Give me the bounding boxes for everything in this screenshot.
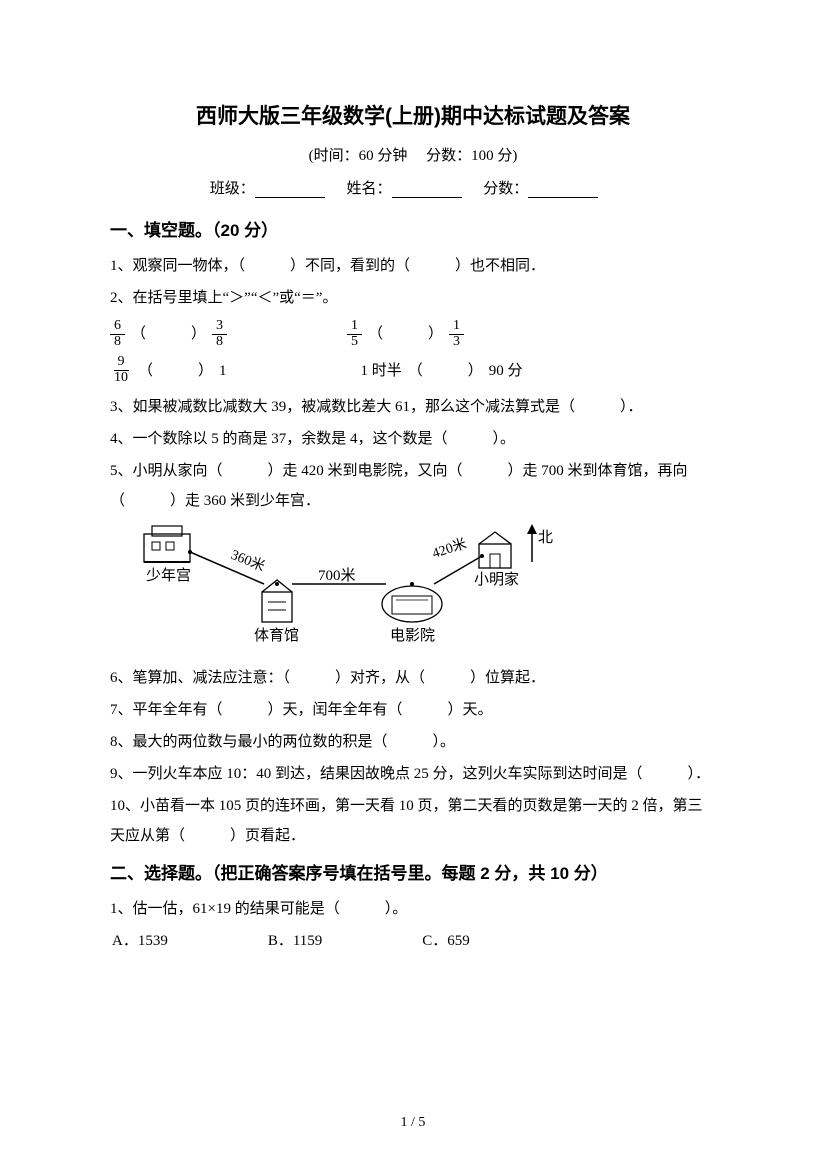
q2-frac3: 910 （ ） 1 bbox=[110, 355, 227, 385]
compare-blank: （ ） bbox=[138, 362, 213, 380]
frac-den: 8 bbox=[110, 335, 125, 350]
q2-frac4: 1 时半 （ ） 90 分 bbox=[361, 362, 523, 380]
q2-row2: 910 （ ） 1 1 时半 （ ） 90 分 bbox=[110, 355, 716, 385]
frac-3-8: 38 bbox=[212, 319, 227, 349]
frac-den: 10 bbox=[110, 371, 132, 386]
s2-q1-choices: A．1539 B．1159 C．659 bbox=[112, 926, 716, 956]
label-90min: 90 分 bbox=[489, 362, 523, 380]
label-north: 北 bbox=[538, 529, 553, 546]
north-arrow-icon bbox=[527, 524, 537, 562]
q2-intro: 2、在括号里填上“＞”“＜”或“＝”。 bbox=[110, 283, 716, 313]
q6: 6、笔算加、减法应注意：（ ）对齐，从（ ）位算起． bbox=[110, 663, 716, 693]
frac-1-5: 15 bbox=[347, 319, 362, 349]
frac-num: 1 bbox=[347, 319, 362, 335]
frac-6-8: 68 bbox=[110, 319, 125, 349]
choice-c: C．659 bbox=[422, 926, 470, 956]
q5: 5、小明从家向（ ）走 420 米到电影院，又向（ ）走 700 米到体育馆，再… bbox=[110, 456, 716, 516]
q8: 8、最大的两位数与最小的两位数的积是（ ）。 bbox=[110, 727, 716, 757]
label-youth-palace: 少年宫 bbox=[146, 567, 191, 584]
score-blank bbox=[528, 183, 598, 198]
name-blank bbox=[392, 183, 462, 198]
q9: 9、一列火车本应 10：40 到达，结果因故晚点 25 分，这列火车实际到达时间… bbox=[110, 759, 716, 789]
label-cinema: 电影院 bbox=[390, 626, 435, 644]
q3: 3、如果被减数比减数大 39，被减数比差大 61，那么这个减法算式是（ ）． bbox=[110, 392, 716, 422]
frac-9-10: 910 bbox=[110, 355, 132, 385]
frac-den: 3 bbox=[449, 335, 464, 350]
value-1: 1 bbox=[219, 362, 227, 380]
frac-den: 8 bbox=[212, 335, 227, 350]
q1: 1、观察同一物体，（ ）不同，看到的（ ）也不相同． bbox=[110, 251, 716, 281]
student-info-row: 班级： 姓名： 分数： bbox=[110, 177, 716, 198]
frac-num: 6 bbox=[110, 319, 125, 335]
compare-blank: （ ） bbox=[131, 325, 206, 343]
label-420: 420米 bbox=[430, 536, 468, 562]
map-diagram: 少年宫 体育馆 电影院 小明家 北 360米 700米 420米 bbox=[134, 522, 716, 657]
name-label: 姓名： bbox=[346, 181, 391, 197]
label-700: 700米 bbox=[318, 567, 356, 584]
class-blank bbox=[255, 183, 325, 198]
section-2-heading: 二、选择题。（把正确答案序号填在括号里。每题 2 分，共 10 分） bbox=[110, 859, 716, 884]
frac-den: 5 bbox=[347, 335, 362, 350]
frac-num: 1 bbox=[449, 319, 464, 335]
node-gym bbox=[262, 580, 292, 622]
exam-subtitle: (时间：60 分钟 分数：100 分) bbox=[110, 144, 716, 165]
section-1-heading: 一、填空题。（20 分） bbox=[110, 216, 716, 241]
label-1hour-half: 1 时半 bbox=[361, 362, 402, 380]
node-youth-palace bbox=[144, 526, 190, 562]
class-label: 班级： bbox=[210, 181, 255, 197]
choice-a: A．1539 bbox=[112, 926, 168, 956]
compare-blank: （ ） bbox=[408, 362, 483, 380]
frac-num: 3 bbox=[212, 319, 227, 335]
label-gym: 体育馆 bbox=[254, 627, 299, 644]
q4: 4、一个数除以 5 的商是 37，余数是 4，这个数是（ ）。 bbox=[110, 424, 716, 454]
label-home: 小明家 bbox=[474, 571, 519, 588]
node-cinema bbox=[382, 586, 442, 622]
compare-blank: （ ） bbox=[368, 325, 443, 343]
frac-num: 9 bbox=[114, 355, 129, 371]
choice-b: B．1159 bbox=[268, 926, 322, 956]
s2-q1: 1、估一估，61×19 的结果可能是（ ）。 bbox=[110, 894, 716, 924]
q7: 7、平年全年有（ ）天，闰年全年有（ ）天。 bbox=[110, 695, 716, 725]
q2-frac1: 68 （ ） 38 bbox=[110, 319, 227, 349]
q2-row1: 68 （ ） 38 15 （ ） 13 bbox=[110, 319, 716, 349]
node-home bbox=[479, 532, 511, 568]
score-label: 分数： bbox=[483, 181, 528, 197]
exam-title: 西师大版三年级数学(上册)期中达标试题及答案 bbox=[110, 100, 716, 130]
q2-frac2: 15 （ ） 13 bbox=[347, 319, 464, 349]
page-number: 1 / 5 bbox=[0, 1115, 826, 1131]
q10: 10、小苗看一本 105 页的连环画，第一天看 10 页，第二天看的页数是第一天… bbox=[110, 791, 716, 851]
map-svg: 少年宫 体育馆 电影院 小明家 北 360米 700米 420米 bbox=[134, 522, 564, 652]
frac-1-3: 13 bbox=[449, 319, 464, 349]
